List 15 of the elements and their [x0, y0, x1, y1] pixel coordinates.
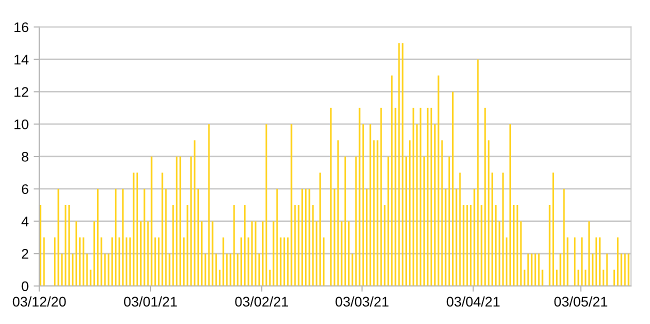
y-tick-label: 0	[22, 281, 28, 292]
y-tick-label: 10	[14, 119, 28, 130]
x-tick-label: 03/04/21	[446, 296, 500, 307]
y-tick-label: 4	[22, 216, 29, 226]
y-tick-label: 2	[22, 248, 28, 259]
x-tick-label: 03/02/21	[235, 296, 288, 307]
y-tick-label: 6	[22, 184, 28, 194]
y-tick-label: 16	[14, 22, 28, 32]
x-tick-label: 03/01/21	[124, 296, 177, 307]
y-tick-label: 14	[14, 54, 29, 64]
x-tick-label: 03/03/21	[336, 296, 388, 307]
y-tick-label: 12	[14, 87, 28, 97]
y-tick-label: 8	[22, 152, 28, 162]
x-tick-label: 03/12/20	[12, 296, 66, 307]
x-tick-label: 03/05/21	[554, 296, 608, 307]
